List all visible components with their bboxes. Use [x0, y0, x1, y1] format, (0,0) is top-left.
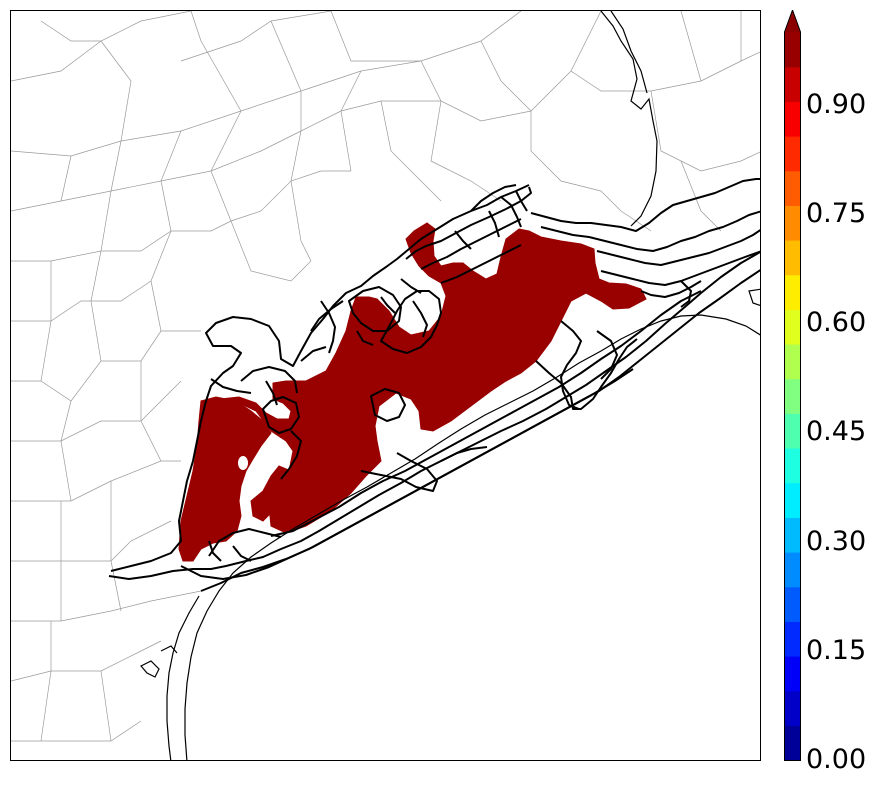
- colorbar-band: [784, 66, 801, 102]
- colorbar-band: [784, 344, 801, 380]
- colorbar-band: [784, 101, 801, 137]
- colorbar-outline: [784, 10, 801, 761]
- colorbar-band: [784, 309, 801, 345]
- map-canvas: [11, 11, 760, 760]
- colorbar-band: [784, 725, 801, 761]
- colorbar-band: [784, 621, 801, 657]
- map-panel: [10, 10, 761, 761]
- colorbar-band: [784, 205, 801, 241]
- colorbar-band: [784, 378, 801, 414]
- colorbar-band: [784, 240, 801, 276]
- colorbar-band: [784, 32, 801, 68]
- tick-label-3: 0.45: [806, 416, 867, 448]
- colorbar-band: [784, 482, 801, 518]
- colorbar-bands: [784, 10, 801, 761]
- colorbar: [784, 10, 801, 761]
- tick-label-4: 0.60: [806, 307, 867, 339]
- coastline: [140, 11, 760, 760]
- tick-label-5: 0.75: [806, 198, 867, 229]
- colorbar-band: [784, 517, 801, 553]
- colorbar-extend-triangle: [784, 10, 801, 32]
- tick-label-0: 0.00: [806, 744, 867, 775]
- probability-fill-region: [178, 222, 647, 562]
- county-boundaries: [11, 11, 760, 742]
- colorbar-band: [784, 413, 801, 449]
- tick-label-2: 0.30: [806, 525, 867, 557]
- colorbar-band: [784, 656, 801, 692]
- ensemble-contours: [108, 178, 760, 592]
- colorbar-band: [784, 552, 801, 588]
- tick-label-6: 0.90: [806, 88, 867, 120]
- colorbar-band: [784, 690, 801, 726]
- colorbar-band: [784, 586, 801, 622]
- colorbar-band: [784, 274, 801, 310]
- tick-label-1: 0.15: [806, 634, 867, 666]
- colorbar-band: [784, 170, 801, 206]
- colorbar-band: [784, 136, 801, 172]
- colorbar-band: [784, 448, 801, 484]
